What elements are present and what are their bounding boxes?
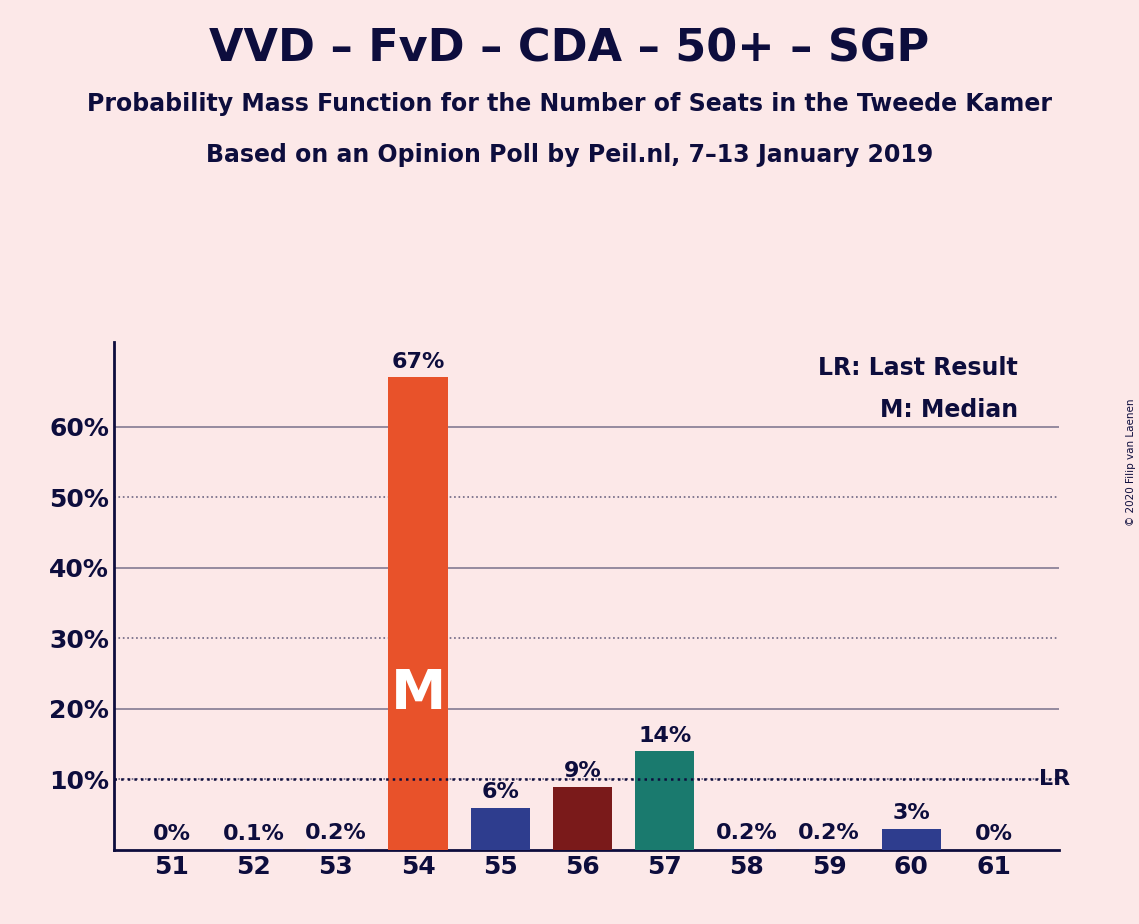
Text: Based on an Opinion Poll by Peil.nl, 7–13 January 2019: Based on an Opinion Poll by Peil.nl, 7–1… (206, 143, 933, 167)
Bar (306, 848, 366, 850)
Text: 6%: 6% (482, 782, 519, 802)
Text: Probability Mass Function for the Number of Seats in the Tweede Kamer: Probability Mass Function for the Number… (87, 92, 1052, 116)
Bar (470, 808, 530, 850)
Bar (388, 377, 448, 850)
Text: 0.2%: 0.2% (716, 823, 778, 843)
Text: 9%: 9% (564, 760, 601, 781)
Text: M: Median: M: Median (880, 398, 1018, 422)
Bar (718, 848, 777, 850)
Text: 0%: 0% (975, 824, 1013, 845)
Text: 0.1%: 0.1% (223, 823, 285, 844)
Bar (636, 751, 695, 850)
Text: © 2020 Filip van Laenen: © 2020 Filip van Laenen (1126, 398, 1136, 526)
Text: 0.2%: 0.2% (305, 823, 367, 843)
Text: 3%: 3% (893, 803, 931, 823)
Text: 67%: 67% (392, 351, 444, 371)
Text: 14%: 14% (638, 725, 691, 746)
Bar (552, 786, 612, 850)
Text: VVD – FvD – CDA – 50+ – SGP: VVD – FvD – CDA – 50+ – SGP (210, 28, 929, 71)
Text: LR: LR (1039, 770, 1070, 789)
Bar (882, 829, 941, 850)
Text: 0%: 0% (153, 824, 190, 845)
Text: LR: Last Result: LR: Last Result (819, 356, 1018, 380)
Text: M: M (391, 667, 445, 721)
Text: 0.2%: 0.2% (798, 823, 860, 843)
Bar (800, 848, 859, 850)
